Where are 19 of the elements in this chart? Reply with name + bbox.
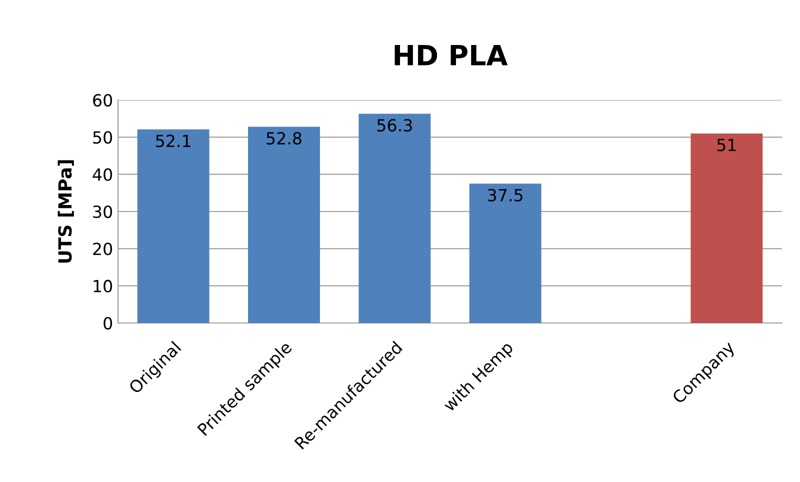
- y-tick-label: 60: [93, 94, 112, 107]
- y-tick-label: 0: [104, 316, 112, 330]
- data-label: 52.8: [266, 132, 302, 145]
- bar: [690, 133, 763, 323]
- y-tick-label: 20: [93, 242, 112, 256]
- data-label: 52.1: [156, 134, 190, 148]
- data-label: 51: [717, 138, 736, 152]
- data-label: 56.3: [377, 118, 412, 132]
- y-axis-title: UTS [MPa]: [58, 160, 74, 263]
- y-tick-label: 40: [92, 168, 112, 181]
- bar: [358, 114, 431, 323]
- y-tick-label: 30: [93, 205, 112, 218]
- y-tick-label: 10: [94, 280, 112, 292]
- data-label: 37.5: [488, 188, 522, 202]
- y-tick-label: 50: [93, 131, 112, 144]
- bar: [469, 184, 542, 323]
- bar: [137, 129, 210, 323]
- chart-title: HD PLA: [394, 45, 508, 66]
- bar: [248, 126, 320, 323]
